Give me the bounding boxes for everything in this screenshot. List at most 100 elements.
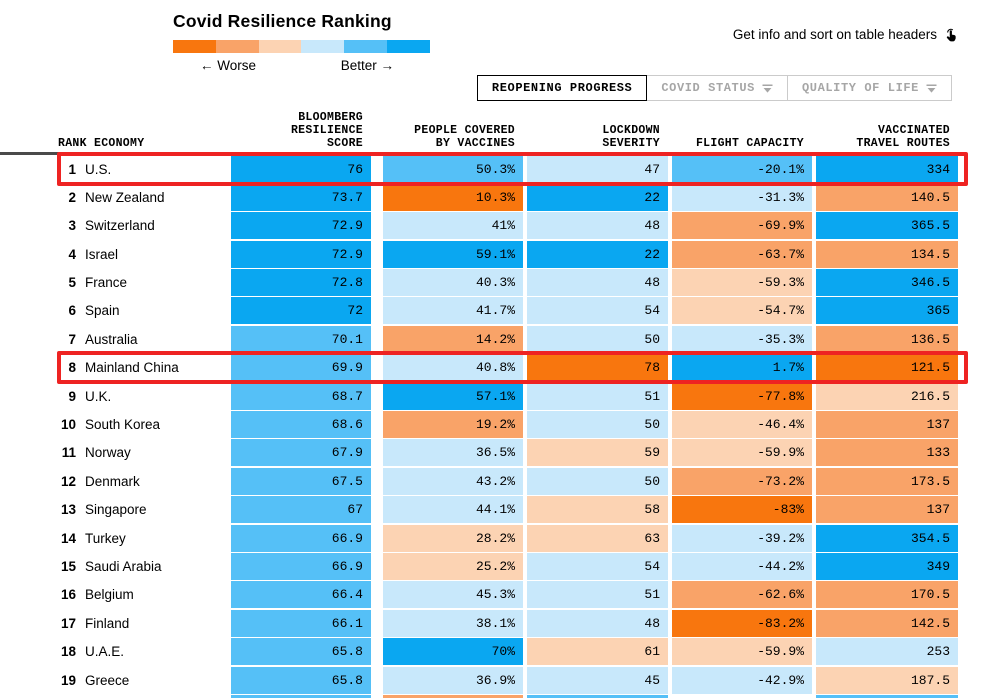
economy-name: Turkey xyxy=(85,530,126,546)
cell-people-covered: 19.2% xyxy=(383,411,523,439)
table-row: 5 France 72.8 40.3% 48 -59.3% 346.5 xyxy=(0,269,958,297)
economy-name: Denmark xyxy=(85,473,140,489)
rank-number: 15 xyxy=(60,558,76,574)
cell-resilience-score: 67.5 xyxy=(231,467,371,495)
cell-flight-capacity: -35.3% xyxy=(672,325,812,353)
cell-lockdown-severity: 50 xyxy=(527,467,668,495)
sort-hint-text: Get info and sort on table headers xyxy=(732,27,937,42)
economy-label-cell: 1 U.S. xyxy=(0,155,231,183)
cell-people-covered: 14.2% xyxy=(383,325,523,353)
cell-vaccinated-routes: 354.5 xyxy=(816,524,958,552)
cell-vaccinated-routes: 121.5 xyxy=(816,354,958,382)
cell-flight-capacity: -42.9% xyxy=(672,666,812,694)
cell-people-covered: 40.3% xyxy=(383,269,523,297)
cell-people-covered: 28.2% xyxy=(383,524,523,552)
table-row: 3 Switzerland 72.9 41% 48 -69.9% 365.5 xyxy=(0,212,958,240)
cell-flight-capacity: -46.4% xyxy=(672,411,812,439)
tab-quality-of-life[interactable]: QUALITY OF LIFE xyxy=(786,75,952,101)
cell-lockdown-severity: 50 xyxy=(527,325,668,353)
header-resilience-score[interactable]: BLOOMBERG RESILIENCE SCORE xyxy=(290,111,363,150)
cell-resilience-score: 66.9 xyxy=(231,524,371,552)
rank-number: 8 xyxy=(68,360,76,376)
rank-number: 3 xyxy=(68,218,76,234)
legend-segment xyxy=(387,40,430,53)
cell-lockdown-severity: 54 xyxy=(527,297,668,325)
economy-name: Belgium xyxy=(85,587,134,603)
cell-resilience-score: 66.1 xyxy=(231,609,371,637)
cell-vaccinated-routes: 349 xyxy=(816,552,958,580)
cell-flight-capacity: -73.2% xyxy=(672,467,812,495)
economy-label-cell: 2 New Zealand xyxy=(0,183,231,211)
tap-hand-icon xyxy=(946,28,956,42)
economy-label-cell: 10 South Korea xyxy=(0,411,231,439)
header-vaccinated-routes[interactable]: VACCINATED TRAVEL ROUTES xyxy=(856,124,950,150)
cell-flight-capacity: -44.2% xyxy=(672,552,812,580)
cell-flight-capacity: -54.7% xyxy=(672,297,812,325)
rank-number: 6 xyxy=(68,303,76,319)
partial-cell xyxy=(383,694,523,698)
table-row: 19 Greece 65.8 36.9% 45 -42.9% 187.5 xyxy=(0,666,958,694)
cell-vaccinated-routes: 334 xyxy=(816,155,958,183)
cell-resilience-score: 65.8 xyxy=(231,638,371,666)
economy-name: Israel xyxy=(85,246,119,262)
rank-number: 11 xyxy=(61,445,76,461)
table-row: 6 Spain 72 41.7% 54 -54.7% 365 xyxy=(0,297,958,325)
tab-label: COVID STATUS xyxy=(661,81,755,95)
tab-covid-status[interactable]: COVID STATUS xyxy=(646,75,788,101)
rank-number: 17 xyxy=(60,615,76,631)
cell-flight-capacity: -69.9% xyxy=(672,212,812,240)
cell-resilience-score: 69.9 xyxy=(231,354,371,382)
cell-people-covered: 70% xyxy=(383,638,523,666)
cell-vaccinated-routes: 365.5 xyxy=(816,212,958,240)
cell-vaccinated-routes: 137 xyxy=(816,411,958,439)
cell-resilience-score: 68.6 xyxy=(231,411,371,439)
cell-resilience-score: 72.8 xyxy=(231,269,371,297)
header-rank-economy[interactable]: RANK ECONOMY xyxy=(58,137,145,150)
economy-label-cell: 11 Norway xyxy=(0,439,231,467)
cell-vaccinated-routes: 346.5 xyxy=(816,269,958,297)
rank-number: 14 xyxy=(60,530,76,546)
cell-resilience-score: 67.9 xyxy=(231,439,371,467)
economy-name: U.A.E. xyxy=(85,644,125,660)
cell-flight-capacity: -39.2% xyxy=(672,524,812,552)
table-row: 1 U.S. 76 50.3% 47 -20.1% 334 xyxy=(0,155,958,183)
economy-label-cell: 16 Belgium xyxy=(0,581,231,609)
rank-number: 1 xyxy=(68,161,76,177)
economy-name: U.K. xyxy=(85,388,112,404)
rank-number: 19 xyxy=(60,672,76,688)
partial-cell xyxy=(816,694,958,698)
economy-label-cell: 18 U.A.E. xyxy=(0,638,231,666)
cell-vaccinated-routes: 136.5 xyxy=(816,325,958,353)
economy-name: U.S. xyxy=(85,161,112,177)
header-people-covered[interactable]: PEOPLE COVERED BY VACCINES xyxy=(414,124,515,150)
rank-number: 7 xyxy=(68,331,76,347)
economy-name: Singapore xyxy=(85,502,147,518)
rank-number: 9 xyxy=(68,388,76,404)
economy-label-cell: 3 Switzerland xyxy=(0,212,231,240)
rank-number: 13 xyxy=(60,502,76,518)
cell-people-covered: 41% xyxy=(383,212,523,240)
rank-number: 2 xyxy=(68,189,76,205)
economy-name: France xyxy=(85,275,128,291)
header-flight-capacity[interactable]: FLIGHT CAPACITY xyxy=(695,137,804,150)
cell-lockdown-severity: 45 xyxy=(527,666,668,694)
table-row: 10 South Korea 68.6 19.2% 50 -46.4% 137 xyxy=(0,411,958,439)
cell-people-covered: 45.3% xyxy=(383,581,523,609)
table-row: 18 U.A.E. 65.8 70% 61 -59.9% 253 xyxy=(0,638,958,666)
sort-dropdown-icon xyxy=(762,84,773,93)
cell-lockdown-severity: 63 xyxy=(527,524,668,552)
cell-flight-capacity: -20.1% xyxy=(672,155,812,183)
table-view-tabs: REOPENING PROGRESS COVID STATUS QUALITY … xyxy=(476,75,952,101)
cell-lockdown-severity: 22 xyxy=(527,240,668,268)
header-lockdown-severity[interactable]: LOCKDOWN SEVERITY xyxy=(602,124,660,150)
tab-reopening-progress[interactable]: REOPENING PROGRESS xyxy=(476,75,648,101)
cell-flight-capacity: -59.9% xyxy=(672,439,812,467)
cell-lockdown-severity: 48 xyxy=(527,269,668,297)
cell-people-covered: 57.1% xyxy=(383,382,523,410)
cell-vaccinated-routes: 137 xyxy=(816,496,958,524)
economy-name: Mainland China xyxy=(85,360,179,376)
cell-resilience-score: 65.8 xyxy=(231,666,371,694)
cell-vaccinated-routes: 142.5 xyxy=(816,609,958,637)
cell-lockdown-severity: 48 xyxy=(527,609,668,637)
economy-label-cell: 9 U.K. xyxy=(0,382,231,410)
